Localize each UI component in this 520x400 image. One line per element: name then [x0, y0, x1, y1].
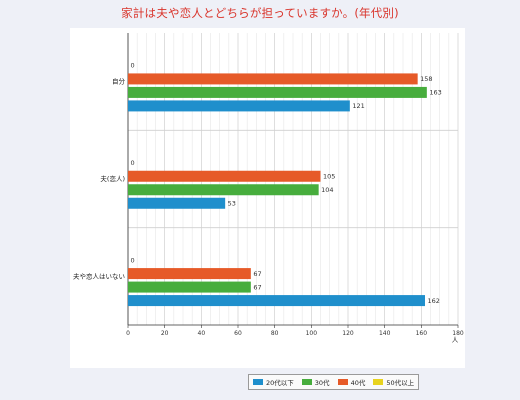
bar-data-label: 67 — [253, 270, 261, 278]
chart-title: 家計は夫や恋人とどちらが担っていますか。(年代別) — [121, 6, 399, 20]
bar-data-label: 0 — [131, 159, 135, 167]
bar-data-label: 163 — [429, 89, 441, 97]
x-tick-label: 20 — [161, 330, 169, 337]
chart-panel: 0 20 40 60 80 100 120 140 160 180 人 自分 0 158 163 121 夫(恋… — [70, 28, 465, 390]
legend-swatch — [253, 379, 263, 385]
bar-data-label: 0 — [131, 256, 135, 264]
x-tick-label: 40 — [198, 330, 206, 337]
x-tick-label: 60 — [234, 330, 242, 337]
bar[interactable] — [128, 170, 321, 182]
bar[interactable] — [128, 295, 425, 307]
legend-item[interactable]: 50代以上 — [373, 377, 414, 387]
bar[interactable] — [128, 100, 350, 112]
chart-legend[interactable]: 20代以下 30代 40代 50代以上 — [248, 374, 420, 390]
legend-label: 30代 — [314, 379, 330, 387]
legend-item[interactable]: 20代以下 — [253, 377, 294, 387]
legend-item[interactable]: 30代 — [301, 377, 330, 387]
legend-item[interactable]: 40代 — [337, 377, 366, 387]
category-label: 夫や恋人はいない — [73, 271, 125, 280]
bar[interactable] — [128, 197, 226, 209]
bar[interactable] — [128, 184, 319, 196]
bar-data-label: 0 — [131, 62, 135, 70]
category-label: 自分 — [112, 77, 126, 86]
x-tick-label: 80 — [271, 330, 279, 337]
x-tick-label: 140 — [379, 330, 391, 337]
x-tick-label: 100 — [306, 330, 318, 337]
bar-data-label: 104 — [321, 186, 333, 194]
bar[interactable] — [128, 281, 251, 293]
x-tick-label: 160 — [416, 330, 428, 337]
x-tick-label: 0 — [126, 330, 130, 337]
x-tick-label: 120 — [342, 330, 354, 337]
legend-label: 50代以上 — [386, 379, 415, 387]
x-axis-label: 人 — [452, 336, 459, 344]
bar-data-label: 53 — [228, 200, 236, 208]
legend-label: 20代以下 — [266, 379, 294, 387]
bar-data-label: 105 — [323, 173, 335, 181]
legend-swatch — [373, 379, 384, 385]
legend-swatch — [337, 379, 348, 385]
bar-data-label: 162 — [428, 297, 440, 305]
legend-swatch — [301, 379, 312, 385]
legend-label: 40代 — [350, 379, 366, 387]
bar-data-label: 67 — [253, 283, 261, 291]
bar[interactable] — [128, 268, 251, 280]
bar-data-label: 121 — [352, 102, 364, 110]
bar[interactable] — [128, 73, 418, 85]
category-label: 夫(恋人) — [100, 174, 125, 183]
bar-data-label: 158 — [420, 75, 432, 83]
bar[interactable] — [128, 86, 427, 98]
x-tick-label: 180 — [452, 330, 464, 337]
